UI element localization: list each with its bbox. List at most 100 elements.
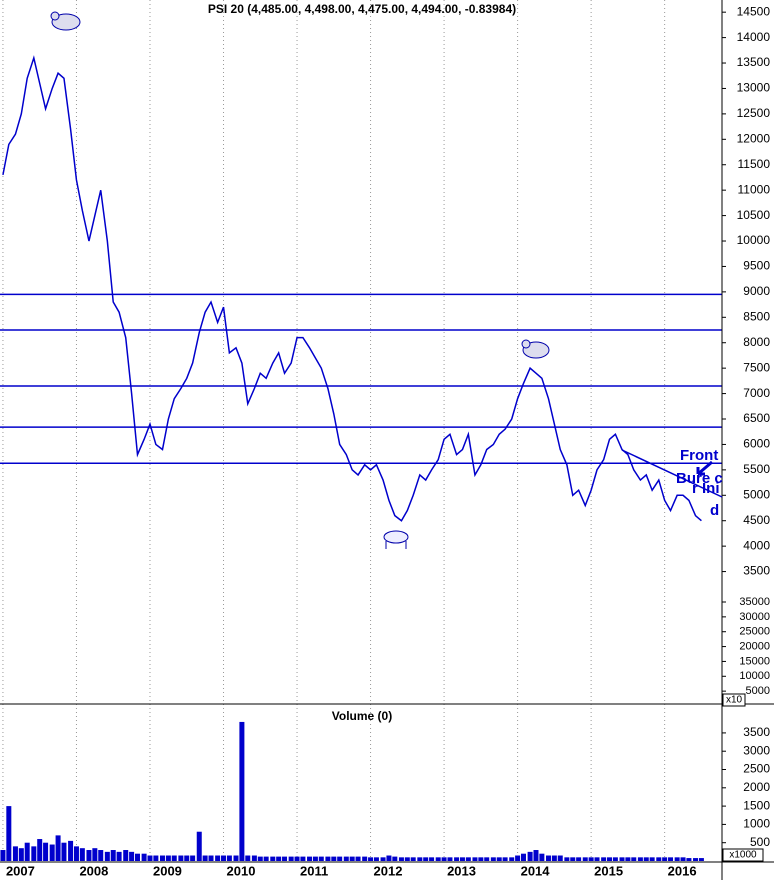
volume-bar xyxy=(276,856,282,861)
volume-bar xyxy=(184,855,190,861)
volume-bar xyxy=(18,848,24,861)
volume-bar xyxy=(625,857,631,861)
volume-bar xyxy=(515,855,521,861)
volume-bar xyxy=(545,855,551,861)
volume-bar xyxy=(312,856,318,861)
volume-bar xyxy=(472,857,478,861)
volume-bar xyxy=(43,842,49,861)
volume-bar xyxy=(6,806,12,861)
volume-bar xyxy=(337,856,343,861)
y-tick-label: 13500 xyxy=(737,55,771,69)
volume-bar xyxy=(49,844,55,861)
y-tick-label: 11500 xyxy=(738,157,771,171)
volume-bar xyxy=(165,855,171,861)
volume-bar xyxy=(325,856,331,861)
volume-bar xyxy=(643,857,649,861)
y-tick-label: 5000 xyxy=(743,487,770,501)
volume-bar xyxy=(331,856,337,861)
volume-bar xyxy=(662,857,668,861)
y-tick-label: 8500 xyxy=(743,309,770,323)
volume-bar xyxy=(478,857,484,861)
y-tick-label: 5500 xyxy=(743,462,770,476)
volume-bar xyxy=(520,853,526,861)
volume-bar xyxy=(527,851,533,861)
volume-bar xyxy=(539,853,545,861)
volume-bar xyxy=(233,855,239,861)
volume-bar xyxy=(215,855,221,861)
volume-bar xyxy=(404,857,410,861)
y-tick-label: 14000 xyxy=(737,30,771,44)
bear-icon xyxy=(521,339,550,359)
volume-bar xyxy=(601,857,607,861)
volume-bar xyxy=(178,855,184,861)
volume-bar xyxy=(141,853,147,861)
volume-bar xyxy=(429,857,435,861)
volume-bar xyxy=(447,857,453,861)
y-tick-label: 8000 xyxy=(743,335,770,349)
y-tick-label: 9000 xyxy=(743,284,770,298)
volume-bar xyxy=(594,857,600,861)
chart-title: PSI 20 (4,485.00, 4,498.00, 4,475.00, 4,… xyxy=(208,2,516,16)
volume-bar xyxy=(698,858,704,861)
x-tick-label: 2015 xyxy=(594,863,623,878)
y-tick-label: 11000 xyxy=(738,182,771,196)
volume-bar xyxy=(68,840,74,861)
volume-bar xyxy=(147,855,153,861)
x-tick-label: 2016 xyxy=(668,863,697,878)
y-tick-label: 1500 xyxy=(743,798,770,812)
volume-bar xyxy=(208,855,214,861)
volume-bar xyxy=(441,857,447,861)
volume-bar xyxy=(674,857,680,861)
volume-bar xyxy=(693,858,699,861)
volume-bar xyxy=(263,856,269,861)
y-tick-label: 6500 xyxy=(743,411,770,425)
volume-bar xyxy=(386,855,392,861)
y-tick-label: 1000 xyxy=(743,817,770,831)
volume-bar xyxy=(55,835,61,861)
volume-bar xyxy=(686,858,692,861)
y-tick-label: 12000 xyxy=(737,131,771,145)
volume-bar xyxy=(349,856,355,861)
y-tick-label: 2500 xyxy=(743,762,770,776)
volume-bar xyxy=(557,855,563,861)
volume-bar xyxy=(318,856,324,861)
volume-bar xyxy=(134,853,140,861)
multiplier: x10 xyxy=(726,695,743,706)
x-tick-label: 2007 xyxy=(6,863,35,878)
volume-bar xyxy=(582,857,588,861)
volume-bar xyxy=(551,855,557,861)
x-tick-label: 2012 xyxy=(374,863,403,878)
volume-bar xyxy=(343,856,349,861)
annotation: Front xyxy=(680,447,718,464)
volume-bar xyxy=(202,855,208,861)
y-tick-label: 7500 xyxy=(743,360,770,374)
volume-bar xyxy=(637,857,643,861)
y-tick-label: 14500 xyxy=(737,4,771,18)
volume-bar xyxy=(373,857,379,861)
volume-bar xyxy=(362,856,368,861)
volume-bar xyxy=(588,857,594,861)
y-tick-label: 10500 xyxy=(737,208,771,222)
volume-bar xyxy=(576,857,582,861)
volume-bar xyxy=(153,855,159,861)
arrow xyxy=(696,460,713,476)
x-tick-label: 2008 xyxy=(79,863,108,878)
volume-bar xyxy=(37,839,43,861)
volume-bar xyxy=(502,857,508,861)
volume-bar xyxy=(392,856,398,861)
y-tick-label: 12500 xyxy=(737,106,771,120)
volume-bar xyxy=(171,855,177,861)
y2-tick-label: 15000 xyxy=(739,655,770,667)
volume-bar xyxy=(368,857,374,861)
y2-tick-label: 30000 xyxy=(739,611,770,623)
multiplier: x1000 xyxy=(729,850,757,861)
x-tick-label: 2011 xyxy=(300,863,328,878)
y-tick-label: 2000 xyxy=(743,780,770,794)
volume-bar xyxy=(61,842,67,861)
volume-bar xyxy=(355,856,361,861)
y-tick-label: 4000 xyxy=(743,538,770,552)
multiplier-box xyxy=(722,848,764,862)
y2-tick-label: 20000 xyxy=(739,640,770,652)
